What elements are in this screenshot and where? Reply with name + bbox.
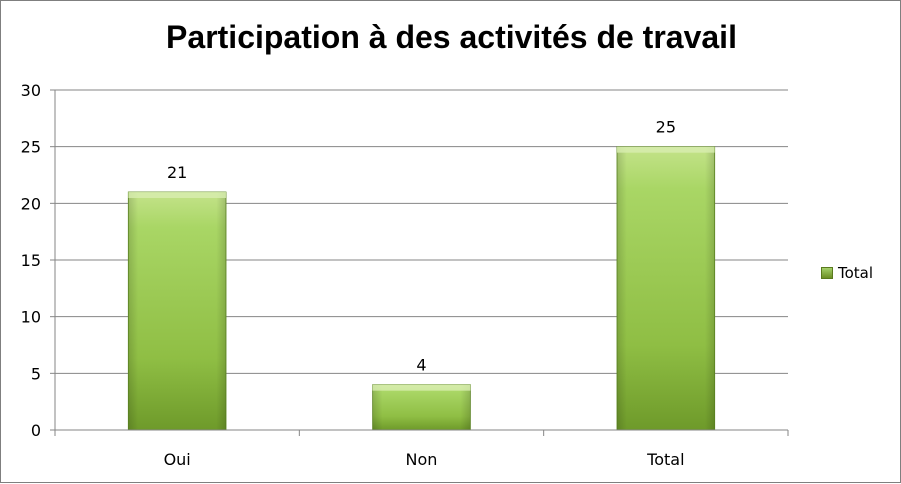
data-label: 21 [167,163,187,182]
y-tick-label: 15 [21,251,41,270]
data-label: 25 [656,118,676,137]
y-tick-label: 0 [31,421,41,440]
bars [127,146,716,431]
x-tick-label: Oui [164,450,191,469]
y-axis-ticks: 0 5 10 15 20 25 30 [21,81,55,440]
chart-title: Participation à des activités de travail [166,19,737,55]
x-axis-ticks: Oui Non Total [164,450,685,469]
y-tick-label: 25 [21,138,41,157]
bar-non [372,384,471,431]
y-tick-label: 30 [21,81,41,100]
bar-highlight [372,384,471,391]
bar-oui [127,191,227,431]
bar-total [616,146,716,431]
bar-shading [616,146,715,430]
bar-highlight [128,192,227,198]
x-tick-label: Total [646,450,684,469]
bar-shading [128,192,227,430]
data-label: 4 [416,356,426,375]
y-tick-label: 5 [31,364,41,383]
bar-highlight [616,146,715,153]
y-tick-label: 10 [21,308,41,327]
y-tick-label: 20 [21,194,41,213]
axes [54,90,789,436]
bar-shading [372,384,471,430]
data-labels: 21 4 25 [167,118,676,375]
x-tick-label: Non [406,450,438,469]
legend-swatch-total [821,267,833,279]
legend-label-total: Total [838,264,874,282]
legend: Total [821,264,873,282]
